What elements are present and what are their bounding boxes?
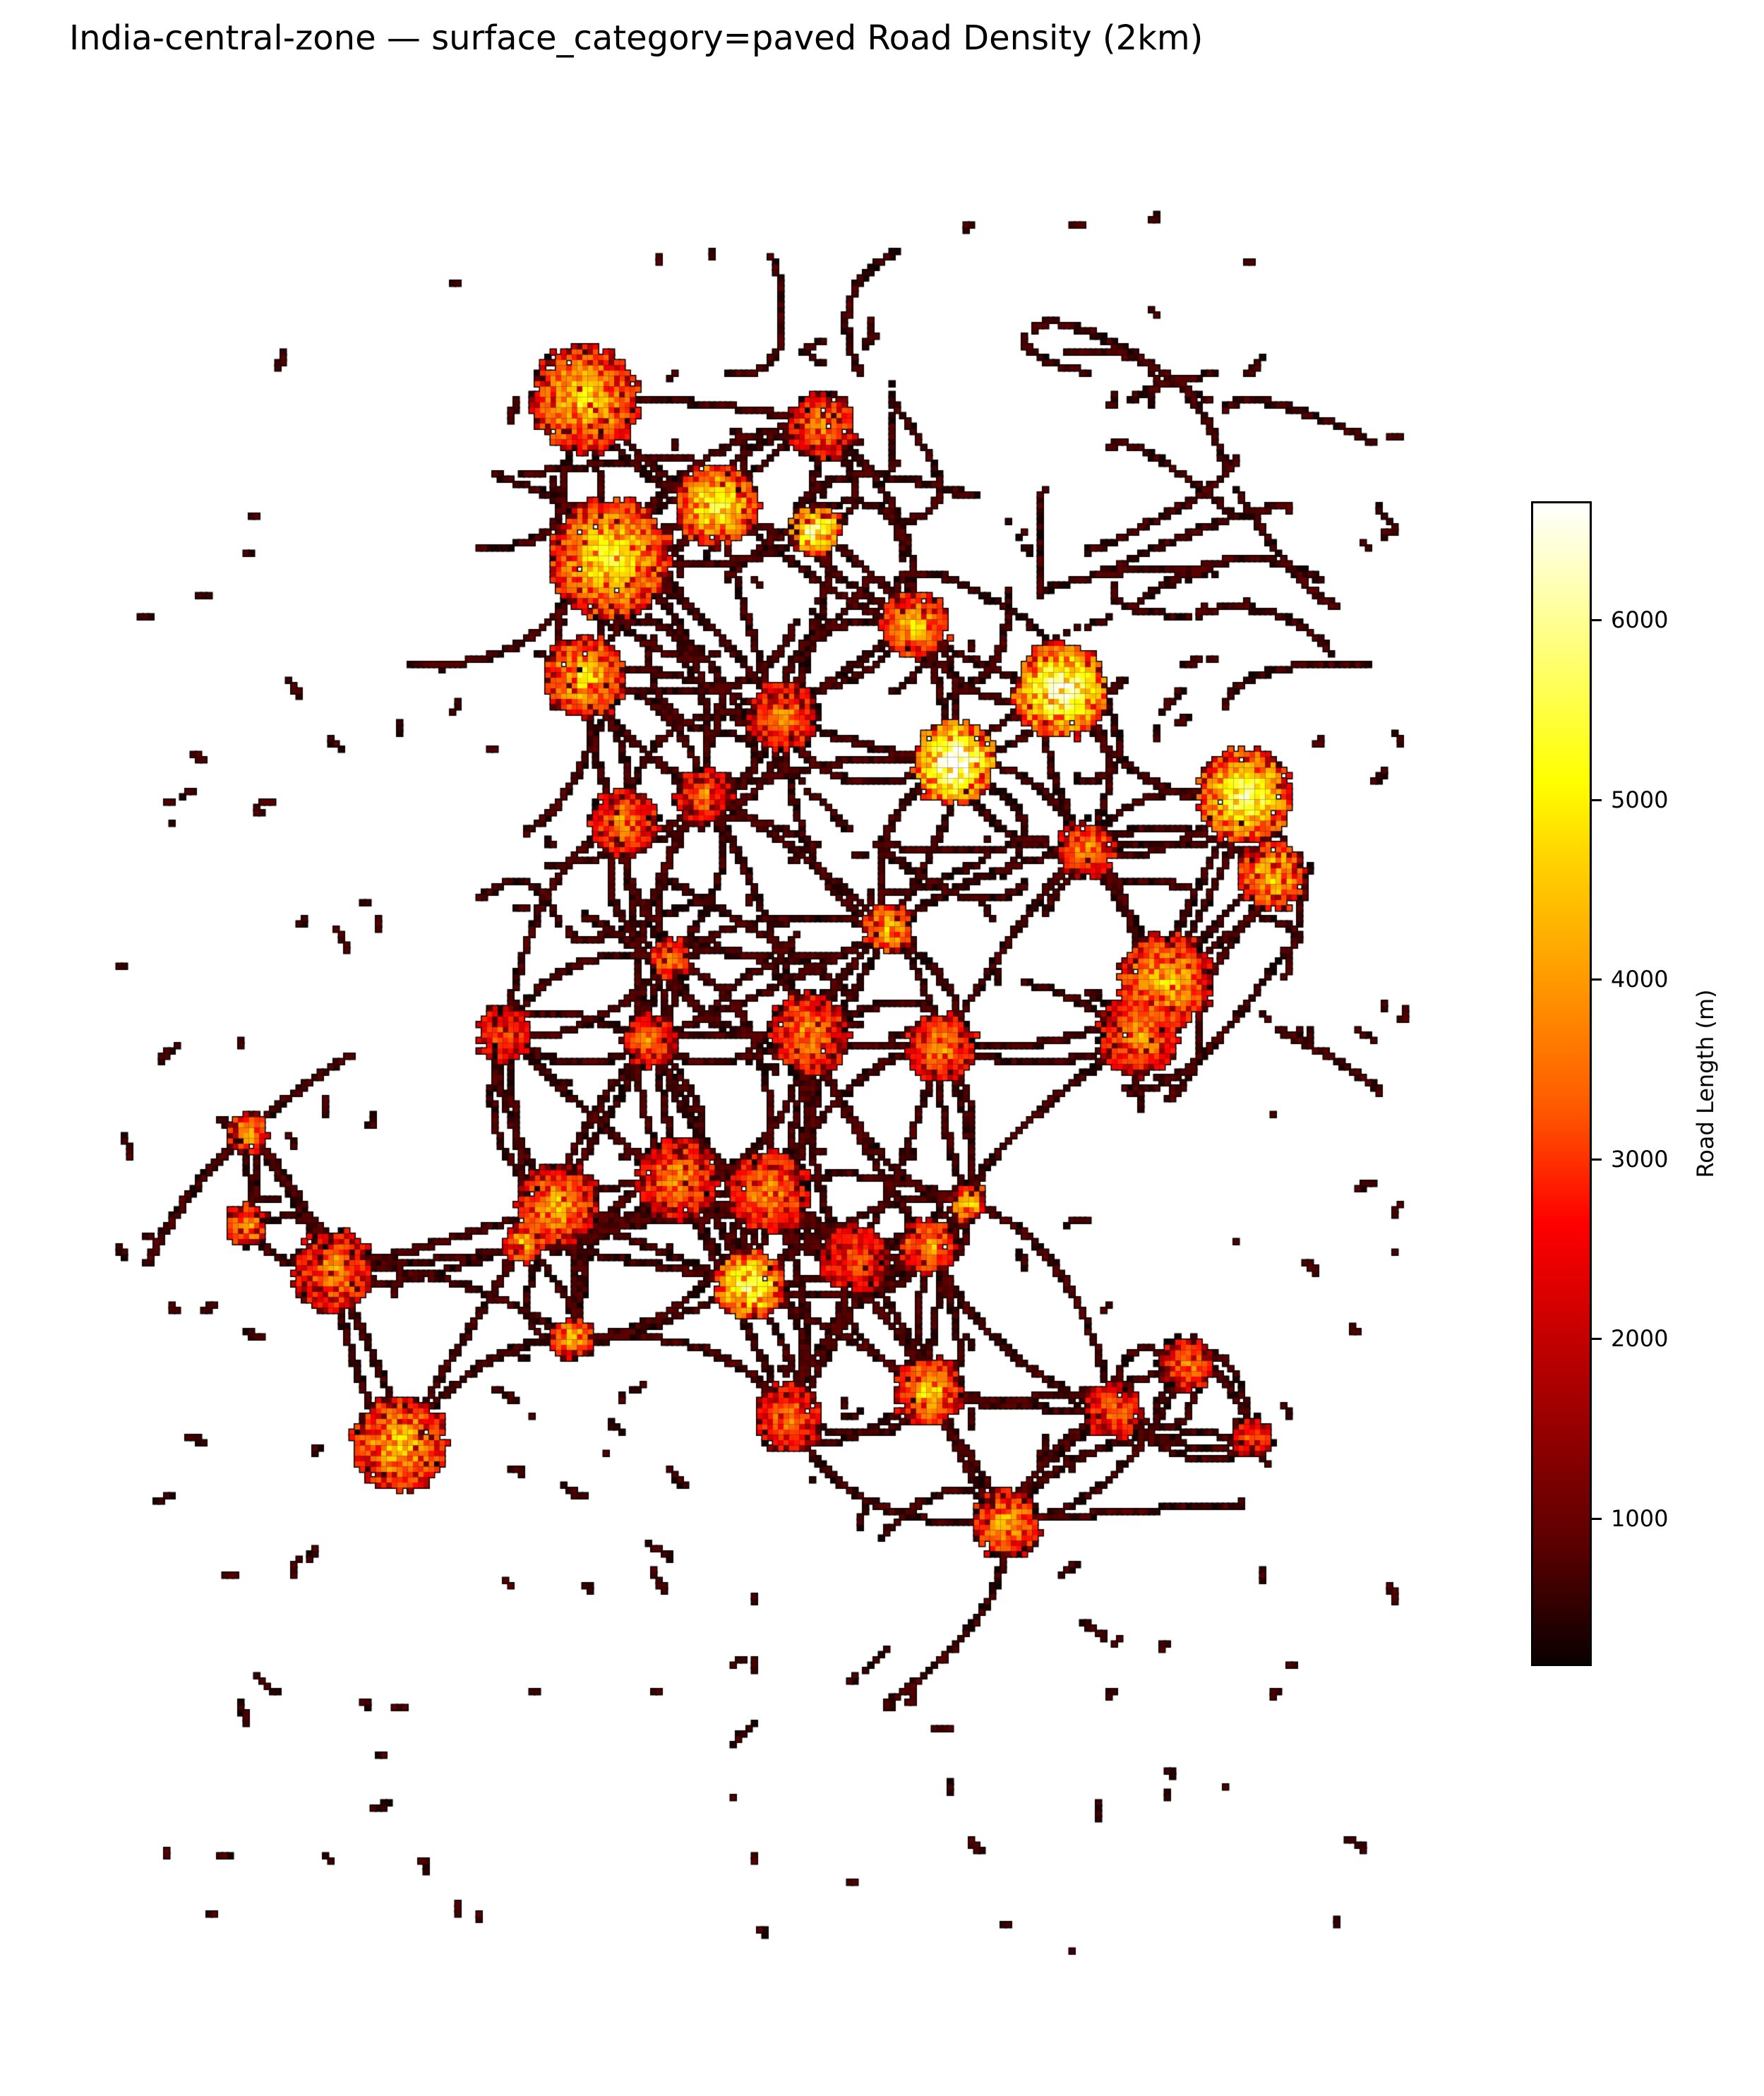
colorbar-label: Road Length (m) bbox=[1692, 989, 1719, 1178]
colorbar-tick bbox=[1592, 1517, 1602, 1520]
colorbar-tick-label: 3000 bbox=[1611, 1145, 1669, 1173]
colorbar bbox=[1531, 501, 1592, 1666]
colorbar-tick bbox=[1592, 1338, 1602, 1341]
colorbar-tick-label: 5000 bbox=[1611, 786, 1669, 813]
chart-title: India-central-zone — surface_category=pa… bbox=[69, 18, 1204, 58]
colorbar-tick bbox=[1592, 978, 1602, 981]
colorbar-tick bbox=[1592, 619, 1602, 622]
colorbar-tick bbox=[1592, 798, 1602, 801]
colorbar-tick-label: 6000 bbox=[1611, 606, 1669, 634]
colorbar-tick-label: 2000 bbox=[1611, 1325, 1669, 1353]
colorbar-tick-label: 4000 bbox=[1611, 966, 1669, 993]
colorbar-tick-label: 1000 bbox=[1611, 1504, 1669, 1532]
colorbar-tick bbox=[1592, 1158, 1602, 1161]
